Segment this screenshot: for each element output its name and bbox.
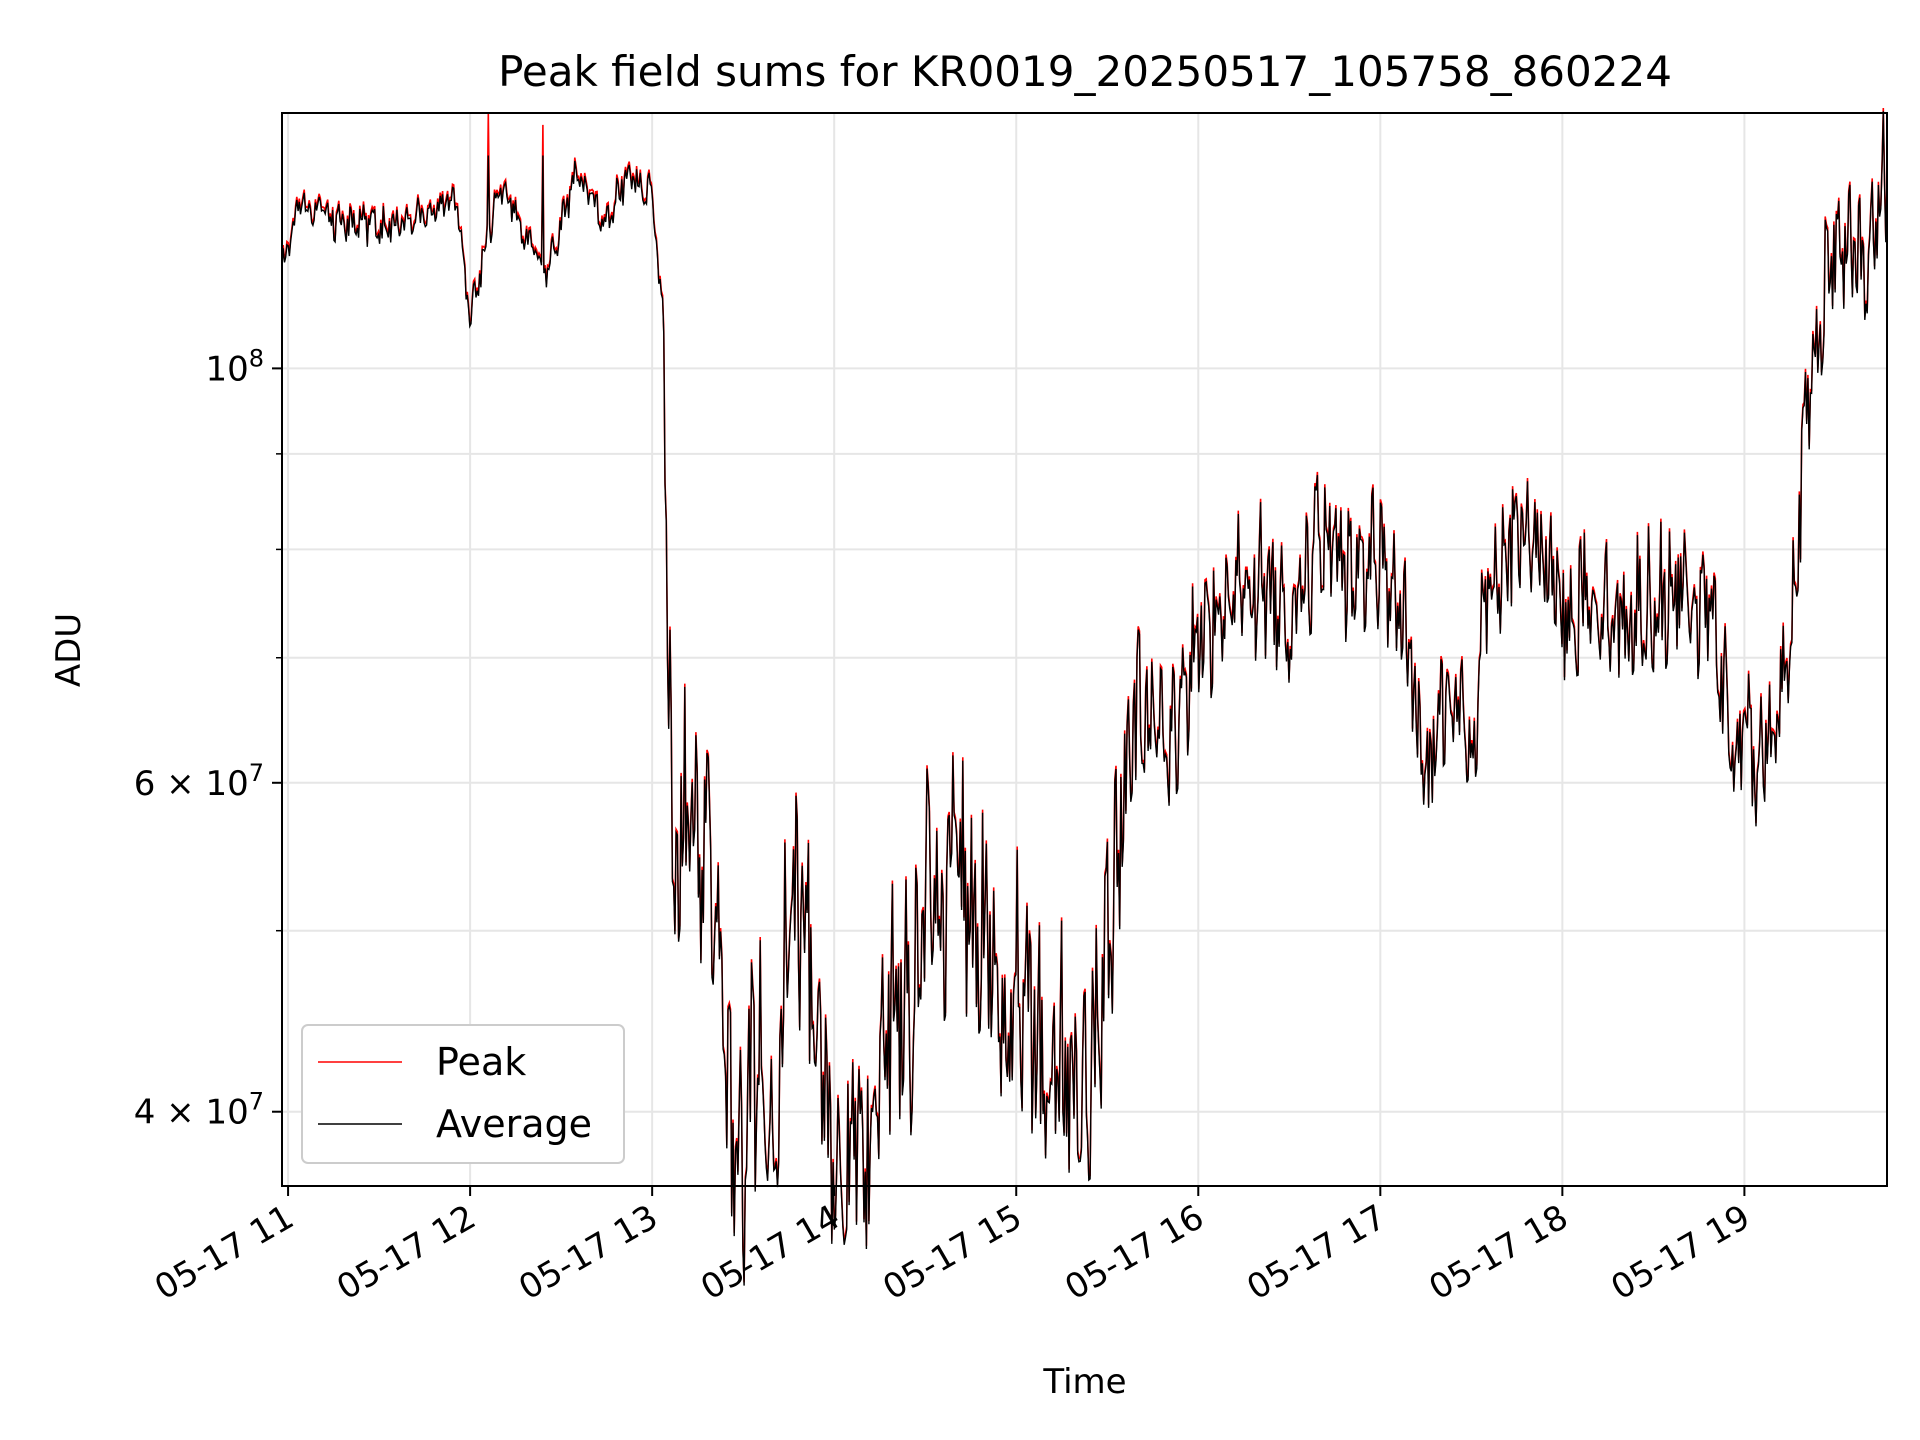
legend-box — [301, 1024, 625, 1164]
x-axis: 05-17 11 05-17 12 05-17 13 05-17 14 05-17 15… — [148, 1186, 1757, 1308]
y-axis-label: ADU — [49, 613, 89, 687]
legend-label-peak: Peak — [436, 1040, 526, 1084]
series-group — [281, 107, 1888, 1286]
series-line-average — [281, 111, 1888, 1286]
x-axis-label: Time — [1042, 1362, 1126, 1402]
x-tick-label: 05-17 15 — [876, 1197, 1028, 1308]
y-tick-label: 4 × 107 — [134, 1088, 264, 1133]
x-tick-label: 05-17 17 — [1240, 1197, 1392, 1308]
legend: Peak Average — [301, 1024, 625, 1164]
x-tick-label: 05-17 12 — [330, 1197, 482, 1308]
y-tick-label: 108 — [205, 344, 264, 389]
x-tick-label: 05-17 13 — [512, 1197, 664, 1308]
y-tick-label: 6 × 107 — [134, 759, 264, 804]
x-tick-label: 05-17 16 — [1058, 1197, 1210, 1308]
x-tick-label: 05-17 18 — [1422, 1197, 1574, 1308]
plot-frame — [281, 112, 1888, 1187]
y-axis: 4 × 107 6 × 107 108 — [134, 344, 282, 1133]
chart-title: Peak field sums for KR0019_20250517_1057… — [498, 47, 1672, 96]
x-tick-label: 05-17 14 — [694, 1197, 846, 1308]
x-tick-label: 05-17 19 — [1605, 1197, 1757, 1308]
x-tick-label: 05-17 11 — [148, 1197, 300, 1308]
legend-label-average: Average — [436, 1102, 592, 1146]
